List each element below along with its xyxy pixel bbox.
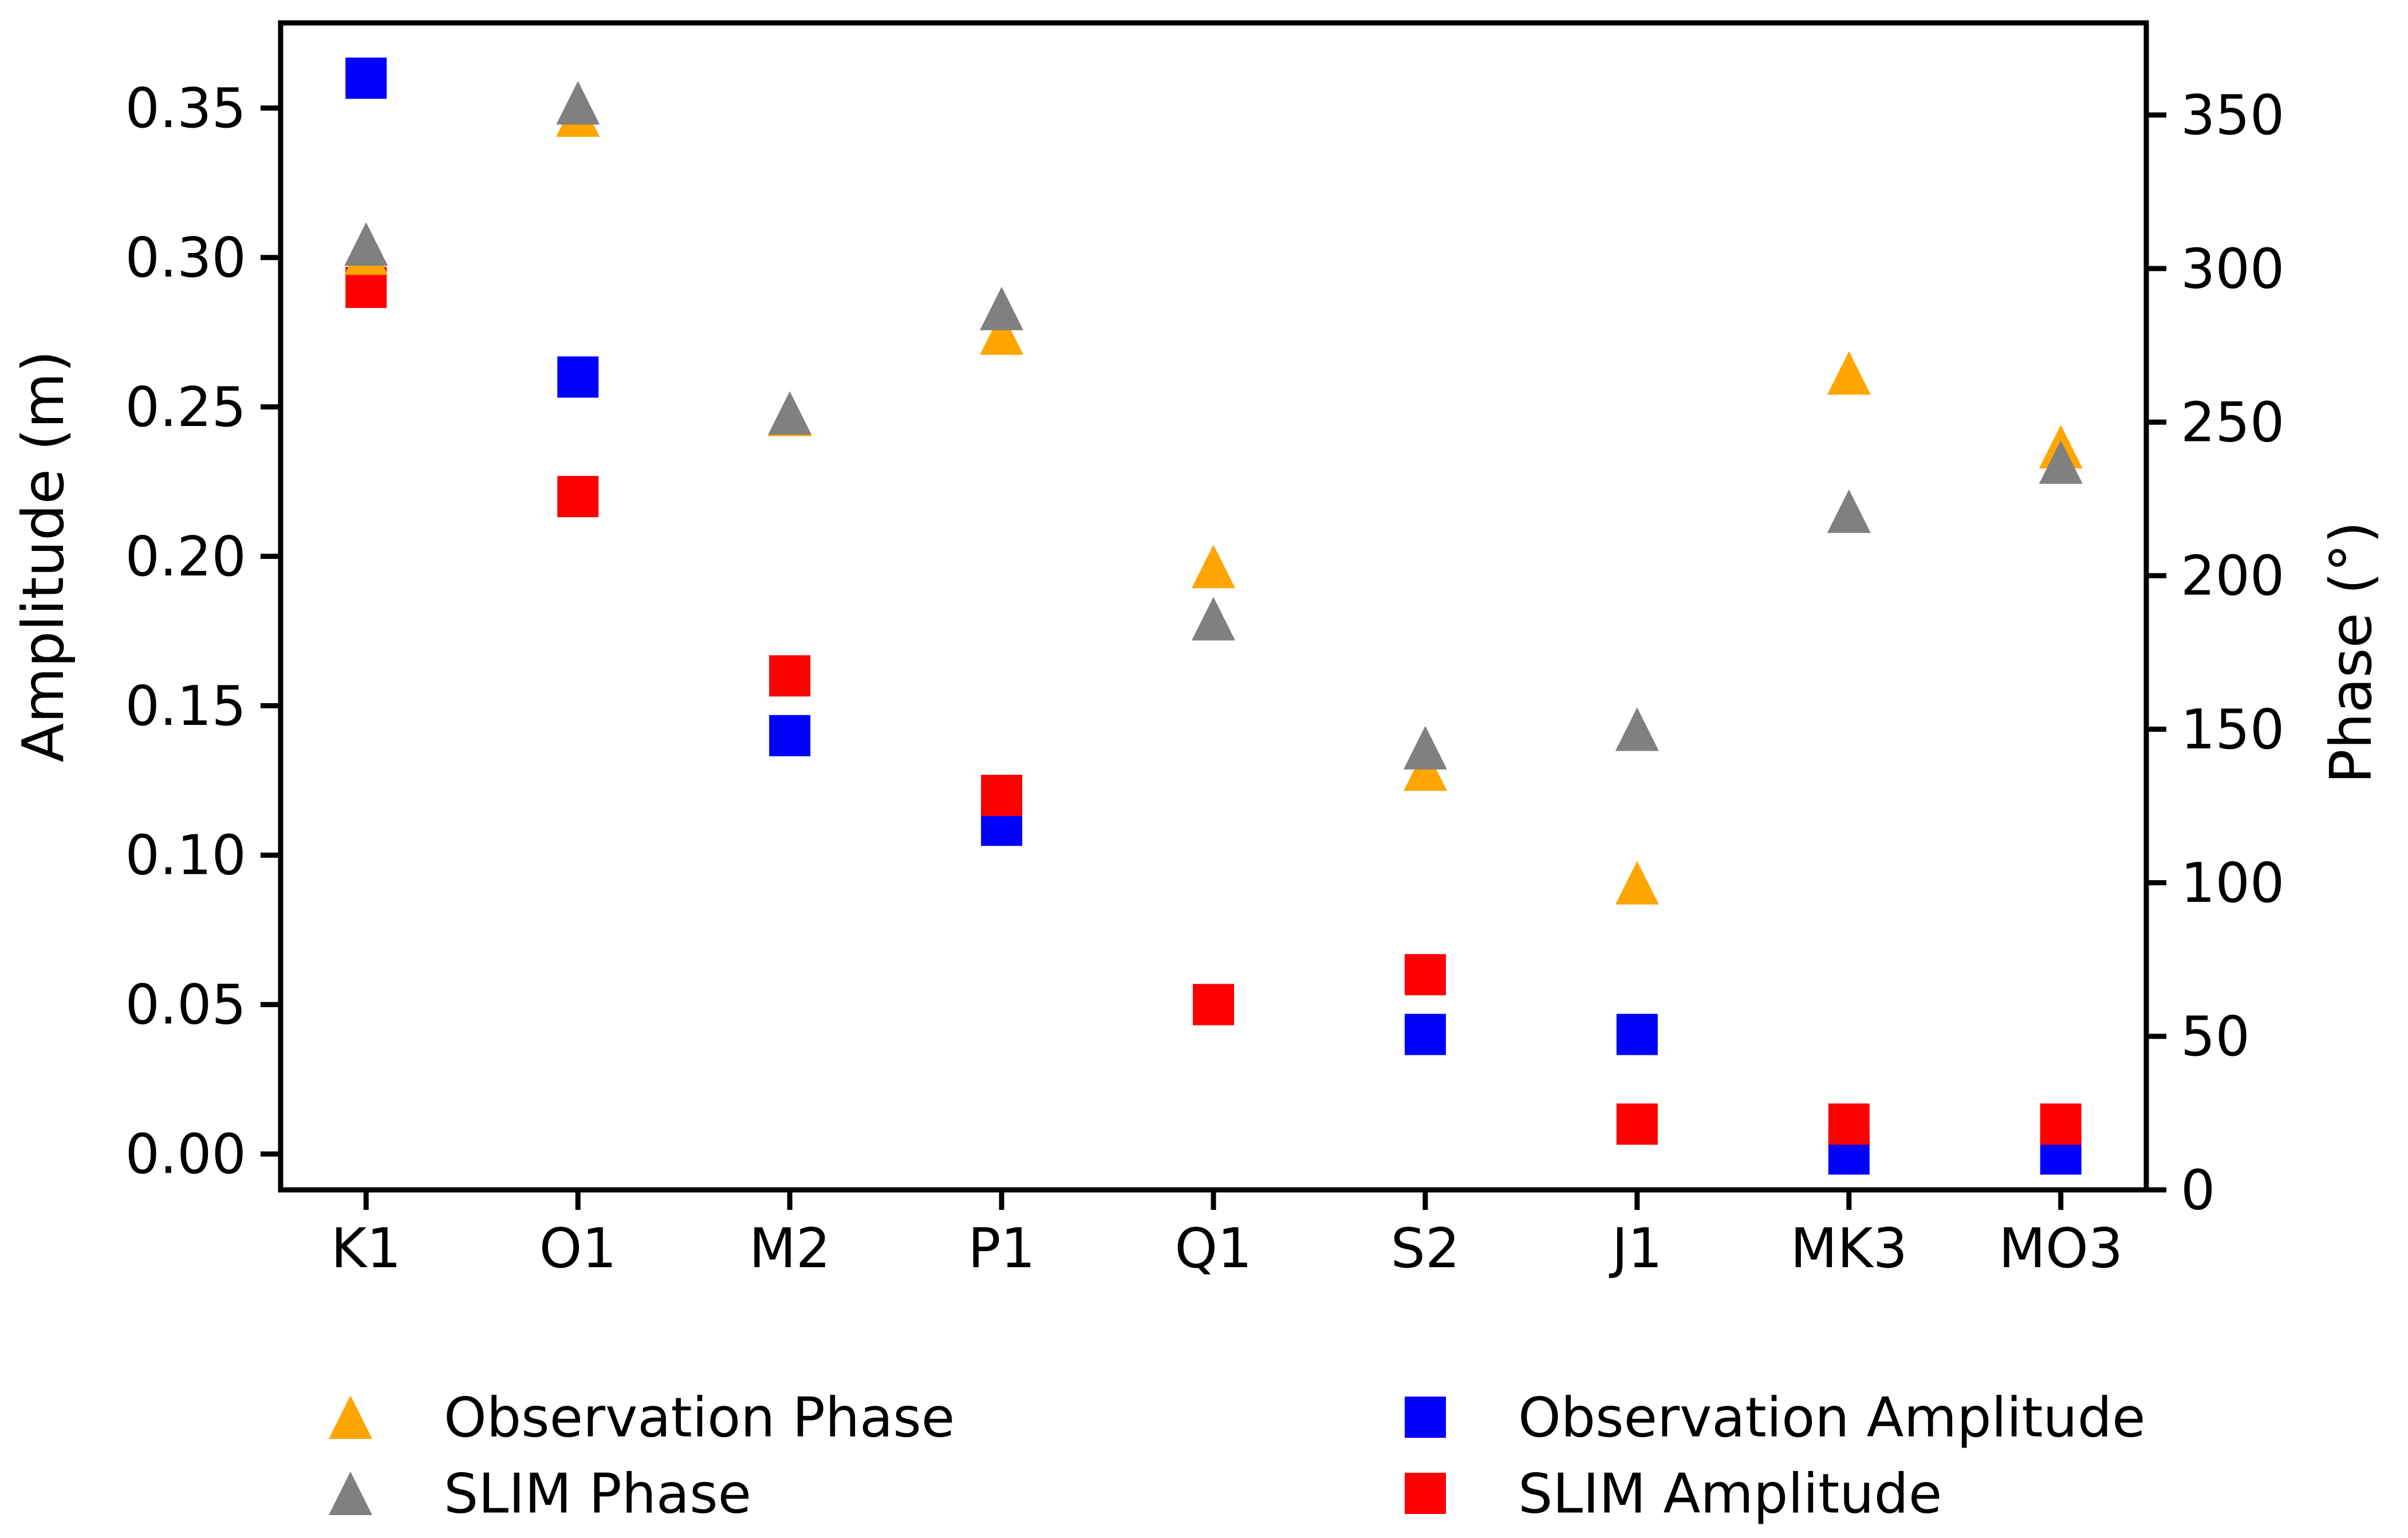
marker-observation-phase-P1 [980, 311, 1024, 355]
legend-label-slim-amplitude: SLIM Amplitude [1518, 1462, 1942, 1525]
legend-marker-slim-phase [329, 1472, 372, 1515]
x-tick-label-K1: K1 [331, 1217, 401, 1280]
marker-observation-phase-Q1 [1192, 545, 1235, 589]
x-tick-label-O1: O1 [539, 1217, 617, 1280]
marker-slim-amplitude-O1 [557, 476, 599, 518]
left-tick-label-0.15: 0.15 [125, 675, 246, 738]
x-tick-label-Q1: Q1 [1175, 1217, 1252, 1280]
legend-label-observation-amplitude: Observation Amplitude [1518, 1386, 2146, 1449]
data-markers [344, 57, 2083, 1175]
marker-observation-amplitude-K1 [345, 57, 387, 99]
left-tick-label-0.30: 0.30 [125, 227, 246, 290]
marker-slim-phase-K1 [344, 222, 388, 266]
marker-observation-amplitude-S2 [1404, 1013, 1446, 1055]
x-tick-label-J1: J1 [1609, 1217, 1662, 1280]
right-axis-title: Phase (°) [2318, 521, 2385, 783]
marker-slim-phase-J1 [1615, 707, 1659, 751]
right-tick-label-0: 0 [2181, 1159, 2215, 1222]
left-tick-label-0.20: 0.20 [125, 526, 246, 589]
legend: Observation Phase SLIM Phase Observation A… [329, 1386, 2146, 1525]
x-tick-label-S2: S2 [1391, 1217, 1460, 1280]
marker-observation-amplitude-M2 [769, 715, 811, 756]
right-tick-label-350: 350 [2181, 84, 2284, 147]
marker-slim-amplitude-MK3 [1828, 1103, 1870, 1145]
marker-observation-phase-J1 [1615, 861, 1659, 905]
marker-observation-amplitude-J1 [1616, 1013, 1658, 1055]
left-tick-label-0.00: 0.00 [125, 1123, 246, 1186]
right-tick-label-300: 300 [2181, 238, 2284, 301]
marker-slim-phase-M2 [768, 391, 812, 435]
axes: 0.00 0.05 0.10 0.15 0.20 0.25 0.30 0.35 0 50 100 15… [10, 77, 2385, 1280]
left-tick-label-0.10: 0.10 [125, 825, 246, 888]
marker-slim-amplitude-J1 [1616, 1103, 1658, 1145]
x-tick-label-P1: P1 [968, 1217, 1035, 1280]
marker-slim-phase-MK3 [1827, 489, 1871, 533]
right-tick-label-150: 150 [2181, 699, 2284, 762]
right-tick-label-100: 100 [2181, 852, 2284, 915]
legend-marker-observation-phase [329, 1395, 372, 1439]
marker-slim-phase-P1 [980, 286, 1024, 330]
marker-slim-amplitude-MO3 [2040, 1103, 2082, 1145]
marker-slim-amplitude-M2 [769, 655, 811, 697]
right-tick-label-50: 50 [2181, 1005, 2250, 1068]
legend-marker-observation-amplitude [1405, 1397, 1446, 1438]
marker-slim-phase-Q1 [1192, 597, 1235, 641]
x-tick-label-MO3: MO3 [1999, 1217, 2123, 1280]
marker-slim-phase-S2 [1403, 725, 1447, 770]
marker-slim-phase-O1 [556, 81, 600, 125]
left-tick-label-0.35: 0.35 [125, 77, 246, 140]
marker-slim-amplitude-S2 [1404, 954, 1446, 996]
x-tick-label-M2: M2 [749, 1217, 830, 1280]
x-tick-label-MK3: MK3 [1790, 1217, 1908, 1280]
left-axis-title: Amplitude (m) [10, 350, 77, 763]
marker-slim-amplitude-Q1 [1193, 984, 1234, 1026]
marker-slim-amplitude-P1 [981, 775, 1023, 817]
marker-observation-phase-MK3 [1827, 351, 1871, 395]
left-tick-label-0.25: 0.25 [125, 376, 246, 439]
right-tick-label-200: 200 [2181, 545, 2284, 608]
marker-observation-amplitude-O1 [557, 356, 599, 398]
marker-slim-phase-MO3 [2039, 440, 2083, 484]
legend-marker-slim-amplitude [1405, 1473, 1446, 1514]
legend-label-observation-phase: Observation Phase [444, 1386, 955, 1449]
legend-label-slim-phase: SLIM Phase [444, 1462, 751, 1525]
right-tick-label-250: 250 [2181, 391, 2284, 454]
left-tick-label-0.05: 0.05 [125, 974, 246, 1037]
